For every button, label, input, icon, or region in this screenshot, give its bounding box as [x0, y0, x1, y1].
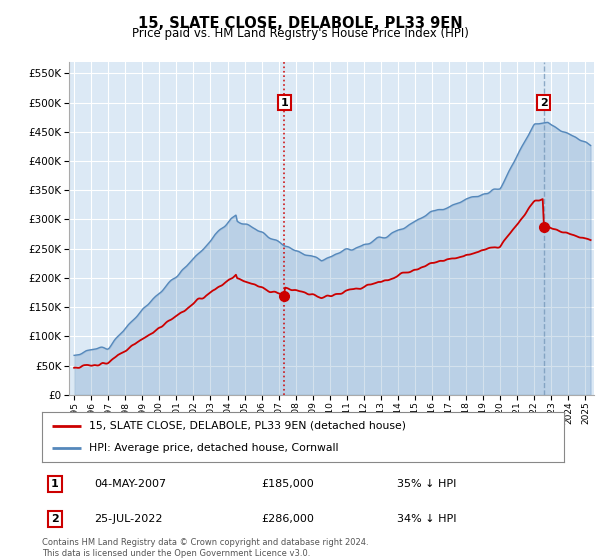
Text: 15, SLATE CLOSE, DELABOLE, PL33 9EN: 15, SLATE CLOSE, DELABOLE, PL33 9EN	[137, 16, 463, 31]
Text: 2: 2	[540, 97, 548, 108]
Text: £185,000: £185,000	[261, 479, 314, 489]
Text: 35% ↓ HPI: 35% ↓ HPI	[397, 479, 457, 489]
Text: 25-JUL-2022: 25-JUL-2022	[94, 514, 163, 524]
Text: 04-MAY-2007: 04-MAY-2007	[94, 479, 166, 489]
Text: 15, SLATE CLOSE, DELABOLE, PL33 9EN (detached house): 15, SLATE CLOSE, DELABOLE, PL33 9EN (det…	[89, 421, 406, 431]
Text: 2: 2	[51, 514, 59, 524]
Text: 34% ↓ HPI: 34% ↓ HPI	[397, 514, 457, 524]
Text: HPI: Average price, detached house, Cornwall: HPI: Average price, detached house, Corn…	[89, 443, 338, 453]
Text: £286,000: £286,000	[261, 514, 314, 524]
Text: Price paid vs. HM Land Registry's House Price Index (HPI): Price paid vs. HM Land Registry's House …	[131, 27, 469, 40]
Text: 1: 1	[281, 97, 289, 108]
Text: Contains HM Land Registry data © Crown copyright and database right 2024.
This d: Contains HM Land Registry data © Crown c…	[42, 538, 368, 558]
Text: 1: 1	[51, 479, 59, 489]
